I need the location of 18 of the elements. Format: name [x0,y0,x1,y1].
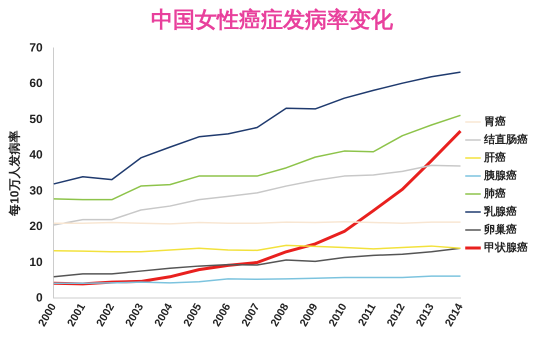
y-tick-label: 0 [36,290,44,305]
legend-label: 胃癌 [484,115,506,128]
y-tick-label: 10 [29,254,44,269]
legend-label: 甲状腺癌 [484,241,528,254]
legend-label: 卵巢癌 [483,223,517,236]
legend-label: 肝癌 [483,151,506,164]
chart-title: 中国女性癌症发病率变化 [150,6,394,35]
y-tick-label: 70 [29,40,44,55]
y-tick-label: 30 [29,183,44,198]
legend-label: 结直肠癌 [483,133,528,146]
y-tick-label: 40 [29,148,44,162]
y-tick-label: 50 [29,112,44,126]
legend-label: 乳腺癌 [483,205,517,218]
y-axis-title: 每10万人发病率 [8,130,22,217]
y-tick-label: 20 [29,219,44,234]
legend-label: 胰腺癌 [483,169,517,182]
y-tick-label: 60 [29,76,44,90]
legend-label: 肺癌 [483,187,506,200]
